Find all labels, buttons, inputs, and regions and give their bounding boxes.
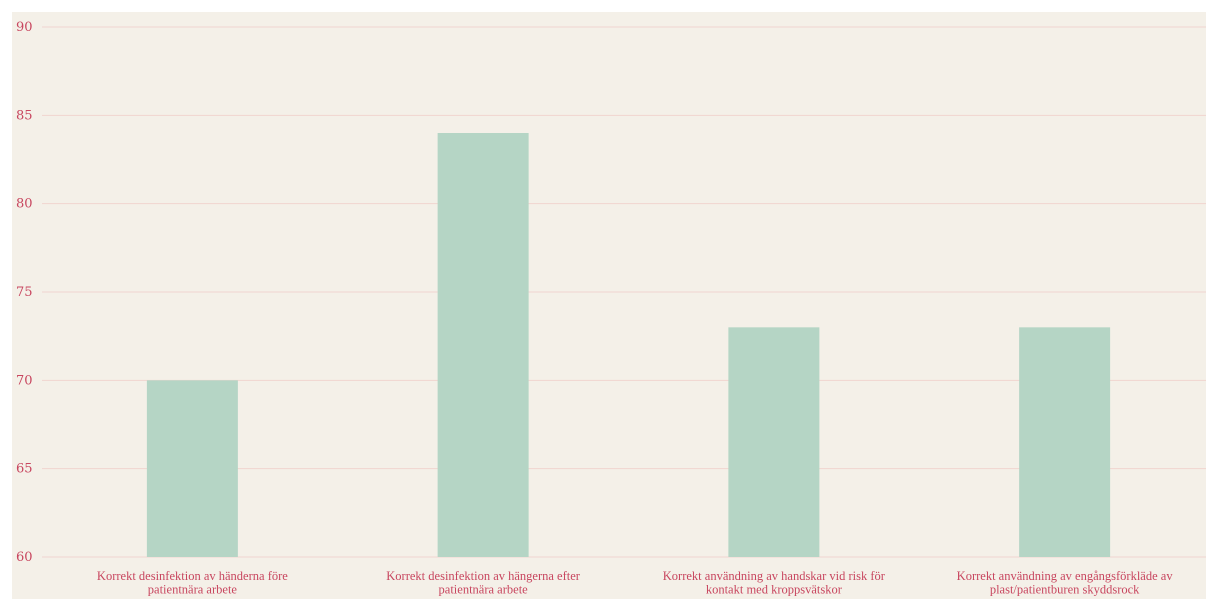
x-category-label-2: Korrekt desinfektion av hängerna efter pa… (386, 569, 581, 597)
y-tick-label-80: 80 (16, 197, 33, 212)
y-tick-label-90: 90 (16, 20, 33, 35)
y-tick-label-60: 60 (16, 550, 33, 565)
bar-1 (146, 380, 238, 557)
y-tick-label-65: 65 (16, 462, 33, 477)
y-tick-label-85: 85 (16, 108, 33, 123)
x-axis-labels: Korrekt desinfektion av händerna före pat… (97, 569, 1173, 597)
x-category-label-4: Korrekt användning av engångsförkläde av… (957, 569, 1174, 597)
bar-4 (1019, 327, 1111, 557)
bar-2 (437, 133, 529, 557)
y-tick-label-75: 75 (16, 285, 33, 300)
x-category-label-3: Korrekt användning av handskar vid risk … (663, 569, 886, 597)
x-category-label-1: Korrekt desinfektion av händerna före pat… (97, 569, 288, 597)
y-axis-ticks: 60 65 70 75 80 85 90 (16, 20, 33, 565)
bar-3 (728, 327, 820, 557)
bars (146, 133, 1111, 557)
y-tick-label-70: 70 (16, 373, 33, 388)
